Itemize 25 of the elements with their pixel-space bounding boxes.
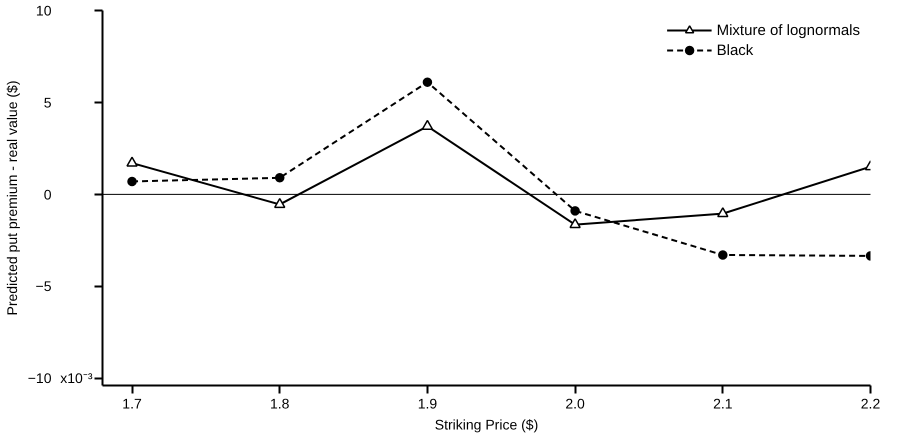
y-tick-label: 0 — [44, 186, 52, 202]
x-tick-label: 2.0 — [565, 396, 586, 412]
x-tick-label: 2.2 — [860, 396, 880, 412]
point — [274, 173, 284, 183]
y-tick-label: 5 — [44, 94, 52, 110]
y-tick-label: 10 — [36, 2, 52, 18]
point — [422, 120, 434, 130]
x-tick-label: 1.8 — [270, 396, 290, 412]
point — [126, 156, 138, 167]
point — [274, 198, 286, 208]
x-tick-label: 1.9 — [418, 396, 438, 412]
legend-label: Black — [716, 42, 754, 58]
point — [570, 206, 580, 216]
point — [127, 176, 137, 186]
point — [717, 207, 729, 218]
x-tick-label: 2.1 — [713, 396, 733, 412]
point — [569, 218, 581, 228]
point — [718, 250, 728, 260]
x-tick-label: 1.7 — [122, 396, 142, 412]
x-axis-title: Striking Price ($) — [434, 416, 538, 432]
legend-label: Mixture of lognormals — [716, 22, 860, 38]
y-tick-label: −5 — [36, 278, 52, 294]
y-tick-label: −10 — [28, 370, 52, 386]
y-axis-title: Predicted put premium - real value ($) — [4, 80, 20, 316]
text: x10⁻³ — [60, 370, 93, 386]
